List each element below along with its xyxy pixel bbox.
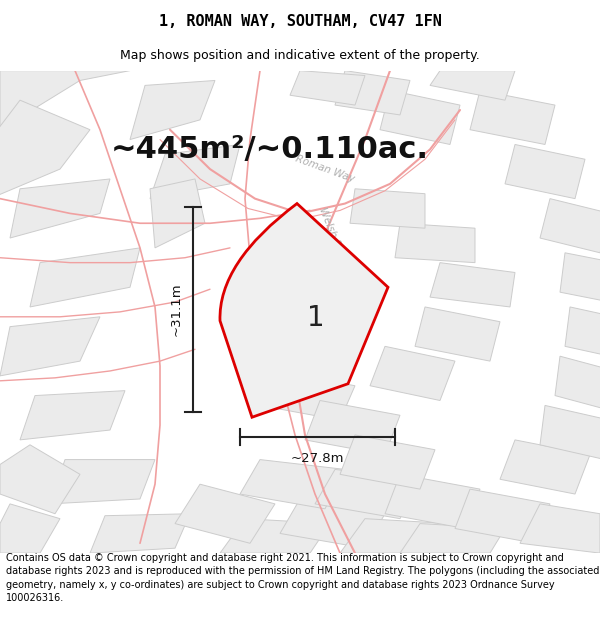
Polygon shape — [0, 445, 80, 514]
Polygon shape — [395, 223, 475, 262]
Polygon shape — [150, 179, 205, 248]
Polygon shape — [370, 346, 455, 401]
Polygon shape — [0, 504, 60, 553]
Polygon shape — [315, 469, 420, 519]
Polygon shape — [505, 144, 585, 199]
Text: Contains OS data © Crown copyright and database right 2021. This information is : Contains OS data © Crown copyright and d… — [6, 553, 599, 602]
Polygon shape — [560, 253, 600, 302]
Text: ~445m²/~0.110ac.: ~445m²/~0.110ac. — [111, 135, 429, 164]
Polygon shape — [500, 440, 590, 494]
Polygon shape — [430, 262, 515, 307]
Polygon shape — [0, 71, 130, 130]
Text: ~27.8m: ~27.8m — [291, 452, 344, 465]
Polygon shape — [520, 504, 600, 553]
Text: Roman Way: Roman Way — [294, 154, 356, 184]
Polygon shape — [0, 100, 90, 199]
Polygon shape — [335, 71, 410, 115]
Polygon shape — [385, 474, 480, 529]
Polygon shape — [455, 489, 550, 543]
Polygon shape — [565, 307, 600, 356]
Polygon shape — [340, 519, 450, 553]
Polygon shape — [305, 401, 400, 454]
Text: Welsh Road East: Welsh Road East — [317, 206, 359, 290]
Polygon shape — [290, 71, 365, 105]
Polygon shape — [30, 248, 140, 307]
Polygon shape — [555, 356, 600, 411]
Polygon shape — [340, 435, 435, 489]
Polygon shape — [380, 91, 460, 144]
Polygon shape — [150, 144, 240, 199]
Text: 1: 1 — [307, 304, 325, 332]
Polygon shape — [220, 519, 330, 553]
Polygon shape — [0, 317, 100, 376]
Polygon shape — [240, 459, 345, 509]
Polygon shape — [20, 391, 125, 440]
Text: ~31.1m: ~31.1m — [170, 282, 183, 336]
Polygon shape — [415, 307, 500, 361]
PathPatch shape — [220, 204, 388, 418]
Text: Map shows position and indicative extent of the property.: Map shows position and indicative extent… — [120, 49, 480, 62]
Polygon shape — [540, 199, 600, 252]
Polygon shape — [430, 71, 515, 100]
Polygon shape — [50, 459, 155, 504]
Polygon shape — [260, 371, 355, 420]
Polygon shape — [175, 484, 275, 543]
Polygon shape — [400, 524, 505, 553]
Text: 1, ROMAN WAY, SOUTHAM, CV47 1FN: 1, ROMAN WAY, SOUTHAM, CV47 1FN — [158, 14, 442, 29]
Polygon shape — [280, 499, 385, 548]
Polygon shape — [10, 179, 110, 238]
Polygon shape — [130, 81, 215, 139]
Polygon shape — [90, 514, 190, 553]
Polygon shape — [350, 189, 425, 228]
Polygon shape — [540, 406, 600, 459]
Polygon shape — [470, 91, 555, 144]
